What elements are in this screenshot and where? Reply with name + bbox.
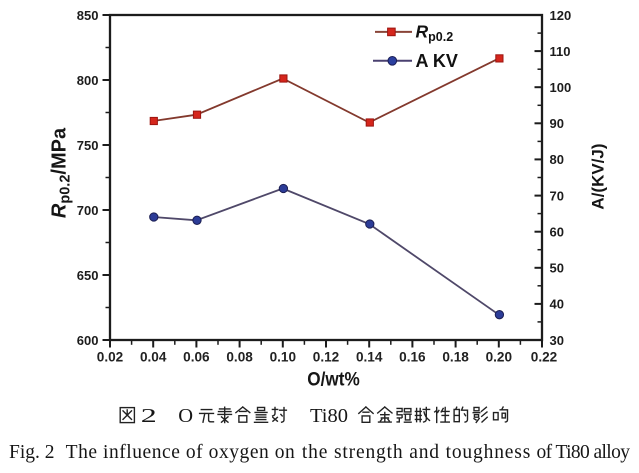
svg-text:40: 40 <box>550 297 564 312</box>
svg-text:Fig. 2: Fig. 2 <box>9 442 55 463</box>
svg-text:30: 30 <box>550 333 564 348</box>
svg-text:Rp0.2/MPa: Rp0.2/MPa <box>49 127 74 218</box>
svg-text:60: 60 <box>550 225 564 240</box>
svg-text:50: 50 <box>550 261 564 276</box>
svg-text:750: 750 <box>77 138 99 153</box>
svg-text:700: 700 <box>77 203 99 218</box>
svg-text:0.20: 0.20 <box>486 350 512 365</box>
svg-text:of Ti80 alloy: of Ti80 alloy <box>537 442 631 463</box>
svg-text:A/(KV/J): A/(KV/J) <box>589 143 608 209</box>
svg-text:0.08: 0.08 <box>226 350 253 365</box>
svg-text:0.10: 0.10 <box>270 350 296 365</box>
svg-text:80: 80 <box>550 152 564 167</box>
svg-text:0.12: 0.12 <box>313 350 340 365</box>
svg-text:O: O <box>178 405 193 427</box>
svg-text:Rp0.2: Rp0.2 <box>416 21 454 44</box>
svg-text:0.16: 0.16 <box>399 350 426 365</box>
svg-text:the strength and toughness: the strength and toughness <box>302 442 530 463</box>
svg-text:120: 120 <box>550 8 572 23</box>
svg-text:2: 2 <box>141 405 157 427</box>
svg-text:0.06: 0.06 <box>183 350 210 365</box>
svg-text:70: 70 <box>550 188 564 203</box>
svg-text:100: 100 <box>550 80 572 95</box>
svg-text:0.22: 0.22 <box>531 350 558 365</box>
svg-text:A KV: A KV <box>416 51 458 71</box>
svg-text:0.02: 0.02 <box>97 350 124 365</box>
svg-text:0.18: 0.18 <box>442 350 469 365</box>
svg-text:O/wt%: O/wt% <box>307 369 360 391</box>
svg-text:110: 110 <box>550 44 571 59</box>
svg-text:The influence of oxygen on: The influence of oxygen on <box>66 442 295 463</box>
svg-text:600: 600 <box>77 333 99 348</box>
svg-text:850: 850 <box>77 8 99 23</box>
svg-text:0.14: 0.14 <box>356 350 383 365</box>
svg-text:650: 650 <box>77 268 99 283</box>
svg-text:0.04: 0.04 <box>140 350 167 365</box>
svg-text:90: 90 <box>550 116 564 131</box>
svg-text:Ti80: Ti80 <box>310 405 348 427</box>
svg-text:800: 800 <box>77 73 99 88</box>
